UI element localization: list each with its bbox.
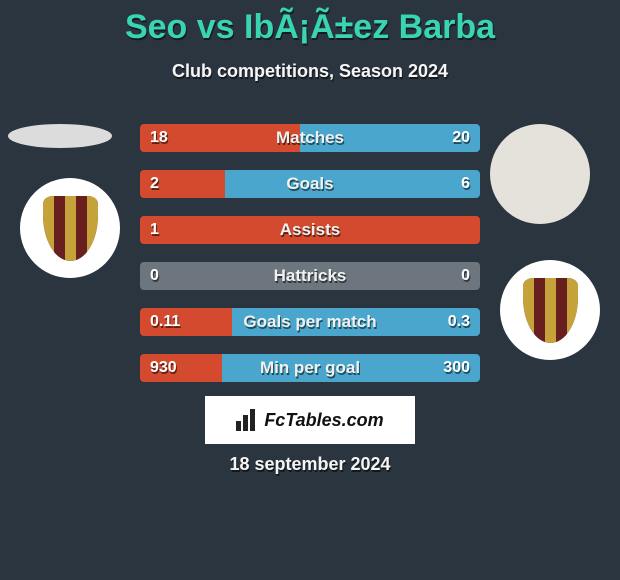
brand-bars-icon bbox=[236, 409, 258, 431]
stat-bar-right bbox=[222, 354, 480, 382]
player-left-crest bbox=[20, 178, 120, 278]
stat-row: Hattricks00 bbox=[140, 262, 480, 290]
player-right-avatar bbox=[490, 124, 590, 224]
page-subtitle: Club competitions, Season 2024 bbox=[0, 61, 620, 82]
stat-bar-left bbox=[140, 262, 480, 290]
brand-box: FcTables.com bbox=[205, 396, 415, 444]
stat-bar-right bbox=[232, 308, 480, 336]
stat-bar-left bbox=[140, 216, 480, 244]
stat-bar-right bbox=[300, 124, 480, 152]
player-right-crest bbox=[500, 260, 600, 360]
stat-row: Min per goal930300 bbox=[140, 354, 480, 382]
stats-area: Matches1820 Goals26 Assists1 Hattricks00 Goa… bbox=[140, 124, 480, 400]
page-title: Seo vs IbÃ¡Ã±ez Barba bbox=[0, 0, 620, 47]
stat-row: Matches1820 bbox=[140, 124, 480, 152]
brand-text: FcTables.com bbox=[264, 410, 383, 431]
player-left-avatar bbox=[8, 124, 112, 148]
stat-bar-right bbox=[225, 170, 480, 198]
stat-row: Goals per match0.110.3 bbox=[140, 308, 480, 336]
crest-shield-icon bbox=[43, 196, 98, 261]
stat-bar-left bbox=[140, 170, 225, 198]
stat-row: Assists1 bbox=[140, 216, 480, 244]
stat-bar-left bbox=[140, 308, 232, 336]
stat-row: Goals26 bbox=[140, 170, 480, 198]
crest-shield-icon bbox=[523, 278, 578, 343]
stat-bar-left bbox=[140, 354, 222, 382]
date-text: 18 september 2024 bbox=[0, 454, 620, 475]
stat-bar-left bbox=[140, 124, 300, 152]
